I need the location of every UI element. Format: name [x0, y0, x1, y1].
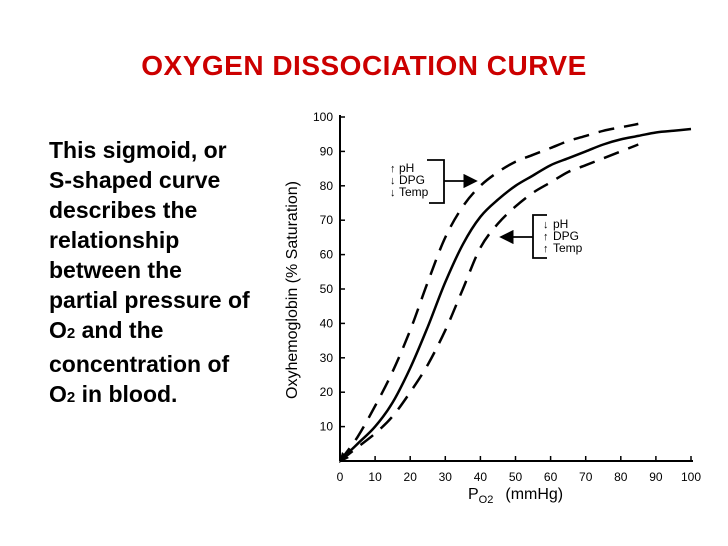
y-tick-label: 80 [320, 179, 334, 193]
y-tick-label: 70 [320, 213, 334, 227]
x-tick-label: 90 [649, 470, 663, 484]
x-axis-label: PO2 (mmHg) [468, 486, 563, 506]
x-tick-label: 80 [614, 470, 628, 484]
chart-annotations: ↑ pH↓ DPG↓ Temp↓ pH↑ DPG↑ Temp [390, 159, 583, 259]
dashed-curve-2 [339, 143, 639, 462]
left-shift-label-1: DPG [399, 173, 425, 187]
right-shift-arrow-0: ↓ [543, 219, 549, 231]
y-tick-label: 90 [320, 144, 334, 158]
left-shift-arrow-1: ↓ [390, 175, 396, 187]
slide-title: OXYGEN DISSOCIATION CURVE [141, 50, 587, 81]
y-tick-label: 60 [320, 248, 334, 262]
left-shift-label-2: Temp [399, 185, 429, 199]
description-sub1: 2 [66, 325, 76, 342]
left-shift-arrow-2: ↓ [390, 187, 396, 199]
right-shift-label-2: Temp [553, 241, 583, 255]
left-shift-bracket [427, 159, 445, 204]
x-tick-label: 60 [544, 470, 558, 484]
dashed-curve-1 [338, 122, 639, 462]
x-axis-label-main: P [468, 486, 479, 503]
description-part2: and the concentration of O [49, 317, 230, 407]
x-tick-label: 10 [368, 470, 382, 484]
x-axis-label-unit: (mmHg) [505, 486, 563, 503]
left-shift-arrow-0: ↑ [390, 163, 396, 175]
right-shift-arrow-2: ↑ [543, 243, 549, 255]
origin-arrowhead [339, 452, 349, 463]
description-text: This sigmoid, or S-shaped curve describe… [49, 135, 254, 413]
y-axis-label: Oxyhemoglobin (% Saturation) [284, 181, 301, 399]
y-tick-label: 100 [313, 110, 333, 124]
y-tick-label: 40 [320, 316, 334, 330]
x-axis-label-sub: O2 [479, 494, 494, 506]
x-tick-label: 0 [337, 470, 344, 484]
right-shift-label-1: DPG [553, 229, 579, 243]
x-tick-label: 20 [404, 470, 418, 484]
description-part3: in blood. [75, 381, 178, 407]
x-tick-label: 50 [509, 470, 523, 484]
chart-axes: 0 10 20 30 40 50 60 70 80 90 100 10 20 30 40 50 60 70 80 90… [313, 110, 701, 484]
solid-curve [339, 127, 692, 462]
right-shift-label-0: pH [553, 217, 568, 231]
x-tick-label: 70 [579, 470, 593, 484]
x-tick-label: 30 [439, 470, 453, 484]
left-shift-label-0: pH [399, 161, 414, 175]
x-tick-label: 100 [681, 470, 701, 484]
chart-series [338, 122, 692, 463]
right-shift-arrow-1: ↑ [543, 231, 549, 243]
description-part1: This sigmoid, or S-shaped curve describe… [49, 137, 250, 343]
y-tick-label: 10 [320, 420, 334, 434]
y-tick-label: 30 [320, 351, 334, 365]
x-tick-label: 40 [474, 470, 488, 484]
y-tick-label: 50 [320, 282, 334, 296]
description-sub2: 2 [66, 389, 76, 406]
y-tick-label: 20 [320, 385, 334, 399]
